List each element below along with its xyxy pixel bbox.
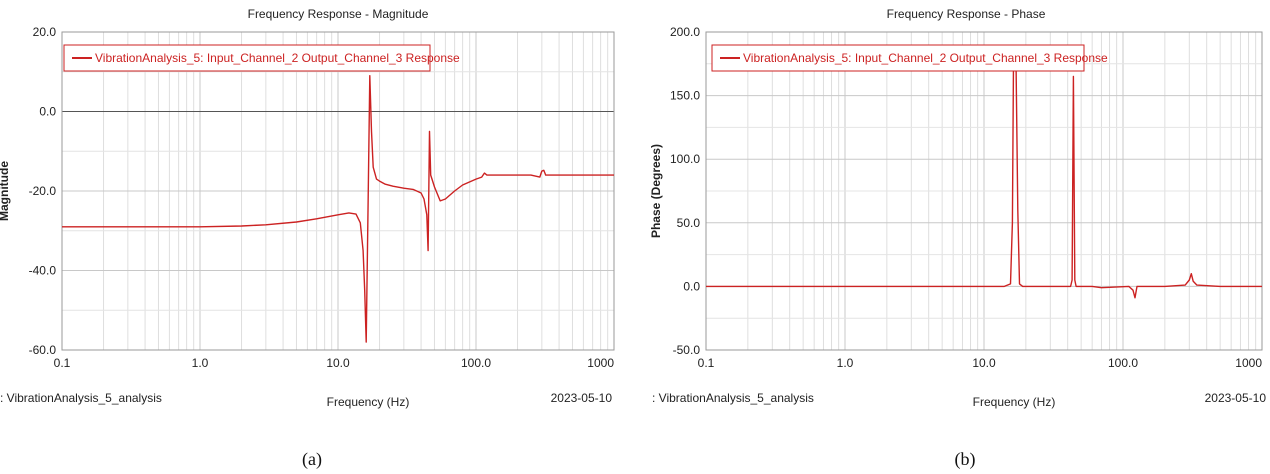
series-line xyxy=(62,74,614,343)
y-tick-label: 0.0 xyxy=(39,105,56,119)
legend-label: VibrationAnalysis_5: Input_Channel_2 Out… xyxy=(743,51,1108,65)
y-axis-label: Magnitude xyxy=(0,161,11,221)
legend-box xyxy=(711,44,1085,72)
chart-title: Frequency Response - Phase xyxy=(887,7,1046,21)
y-tick-label: 100.0 xyxy=(670,152,700,166)
x-tick-label: 100.0 xyxy=(461,356,491,370)
x-tick-label: 0.1 xyxy=(698,356,715,370)
series-line xyxy=(706,59,1262,299)
chart-title: Frequency Response - Magnitude xyxy=(248,7,429,21)
chart-panel-magnitude: Frequency Response - Magnitude 20.0 0.0 -20… xyxy=(0,7,615,470)
legend: VibrationAnalysis_5: Input_Channel_2 Out… xyxy=(63,44,460,72)
x-axis-label: Frequency (Hz) xyxy=(327,395,410,409)
footer-date: 2023-05-10 xyxy=(551,391,613,405)
x-tick-label: 1000 xyxy=(1235,356,1262,370)
y-tick-label: 20.0 xyxy=(33,25,57,39)
y-tick-label: 150.0 xyxy=(670,89,700,103)
footer-source: : VibrationAnalysis_5_analysis xyxy=(0,391,162,405)
x-tick-label: 10.0 xyxy=(326,356,350,370)
legend: VibrationAnalysis_5: Input_Channel_2 Out… xyxy=(711,44,1108,72)
x-tick-label: 10.0 xyxy=(972,356,996,370)
figure-caption: (b) xyxy=(955,449,976,470)
grid xyxy=(61,31,614,351)
plot-frame xyxy=(705,31,1263,351)
y-tick-label: -60.0 xyxy=(29,343,57,357)
figure-caption: (a) xyxy=(302,449,322,470)
y-tick-label: 0.0 xyxy=(683,279,700,293)
x-tick-label: 1.0 xyxy=(192,356,209,370)
x-tick-label: 1000 xyxy=(587,356,614,370)
y-tick-label: -40.0 xyxy=(29,264,57,278)
x-axis-label: Frequency (Hz) xyxy=(973,395,1056,409)
y-tick-label: 200.0 xyxy=(670,25,700,39)
x-tick-label: 0.1 xyxy=(54,356,71,370)
footer-date: 2023-05-10 xyxy=(1205,391,1267,405)
legend-label: VibrationAnalysis_5: Input_Channel_2 Out… xyxy=(95,51,460,65)
plot-frame xyxy=(61,31,615,351)
y-tick-label: -50.0 xyxy=(673,343,701,357)
legend-box xyxy=(63,44,431,72)
x-tick-label: 1.0 xyxy=(837,356,854,370)
y-tick-label: 50.0 xyxy=(677,216,701,230)
y-tick-label: -20.0 xyxy=(29,184,57,198)
y-axis-label: Phase (Degrees) xyxy=(649,144,663,238)
footer-source: : VibrationAnalysis_5_analysis xyxy=(652,391,814,405)
x-tick-label: 100.0 xyxy=(1108,356,1138,370)
chart-panel-phase: Frequency Response - Phase 200.0 150.0 100.… xyxy=(649,7,1266,470)
